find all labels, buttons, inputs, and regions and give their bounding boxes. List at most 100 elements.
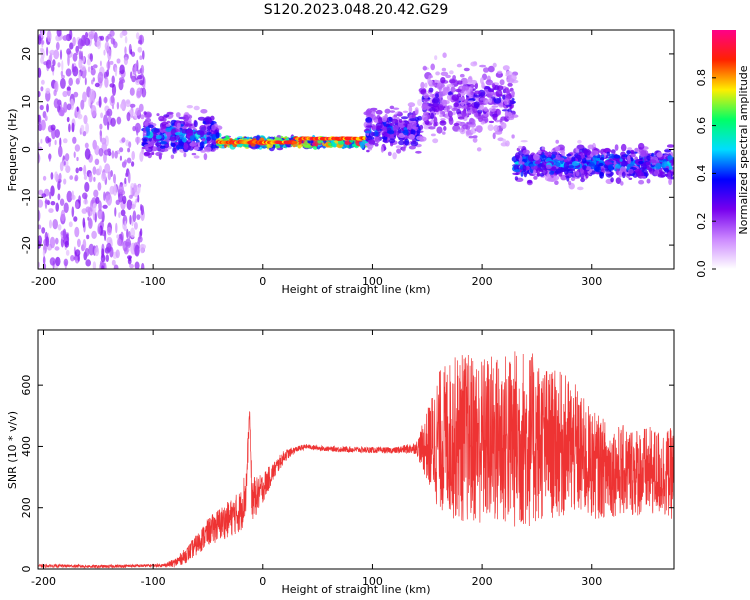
spectrogram-cell [382,139,388,143]
spectrogram-cell [59,161,64,172]
spectrogram-cell [583,148,591,156]
spectrogram-cell [116,238,122,246]
spectrogram-cell [130,227,136,238]
spectrogram-cell [468,135,474,139]
spectrogram-cell [206,136,212,142]
spectrogram-cell [115,222,118,234]
spectrogram-cell [110,94,115,104]
spectrogram-cell [518,161,525,165]
spectrogram-cell [41,79,45,85]
spectrogram-cell [667,155,673,161]
spectrogram-y-tick-label: 10 [20,95,33,109]
spectrogram-cell [139,80,145,86]
spectrogram-cell [40,56,45,64]
spectrogram-cell [463,67,470,72]
spectrogram-cell [46,46,49,57]
spectrogram-cell [533,175,538,180]
spectrogram-cell [69,175,74,180]
snr-y-axis: 0 200 400 600 [20,375,674,573]
spectrogram-cell [66,116,70,123]
spectrogram-cell [473,101,480,109]
spectrogram-cell [143,151,151,156]
spectrogram-cell [119,32,123,39]
spectrogram-cell [193,105,200,111]
spectrogram-cell [456,109,462,115]
spectrogram-cell [422,99,430,102]
spectrogram-cell [475,125,483,133]
spectrogram-cell [173,147,177,152]
spectrogram-cell [476,147,482,152]
spectrogram-cell [107,121,110,131]
spectrogram-cell [411,126,419,129]
spectrogram-region-3 [363,99,424,160]
spectrogram-cell [415,150,422,154]
spectrogram-cell [145,146,149,151]
spectrogram-cell [398,118,403,123]
spectrogram-cell [90,67,96,76]
spectrogram-cell [141,87,147,98]
spectrogram-cell [505,88,511,95]
spectrogram-cell [638,142,645,150]
spectrogram-cell [41,193,47,198]
snr-frame [37,329,675,570]
spectrogram-cell [116,101,120,110]
spectrogram-cell [568,180,572,186]
spectrogram-cell [442,52,447,58]
spectrogram-cell [38,261,41,269]
spectrogram-cell [135,32,140,40]
spectrogram-cell [628,177,633,180]
spectrogram-cell [453,122,460,126]
spectrogram-cell [610,149,616,154]
spectrogram-cell [492,108,496,112]
spectrogram-cell [136,87,143,98]
spectrogram-cell [664,173,669,177]
spectrogram-cell [507,111,512,118]
spectrogram-x-tick-label: -200 [31,275,56,288]
spectrogram-cell [62,228,67,240]
spectrogram-cell [85,259,91,267]
spectrogram-cell [68,77,73,87]
spectrogram-cell [430,133,436,137]
spectrogram-cell [384,133,390,138]
spectrogram-cell [94,211,97,223]
spectrogram-cell [555,162,561,167]
spectrogram-cell [372,125,377,131]
spectrogram-cell [523,171,528,178]
spectrogram-cell [118,184,124,195]
spectrogram-cell [459,73,465,78]
spectrogram-cell [211,144,218,149]
spectrogram-cell [78,167,83,172]
spectrogram-cell [407,123,413,130]
spectrogram-cell [50,172,54,180]
spectrogram-cell [384,108,391,114]
spectrogram-cell [466,121,473,125]
spectrogram-cell [371,114,377,120]
spectrogram-cell [454,88,462,93]
spectrogram-cell [433,116,438,124]
spectrogram-cell [480,120,486,125]
spectrogram-cell [109,83,115,88]
spectrogram-cell [119,64,125,75]
spectrogram-cell [72,136,77,144]
spectrogram-cell [140,203,143,212]
spectrogram-cell [496,94,504,97]
spectrogram-cell [435,71,440,76]
spectrogram-cell [558,157,565,161]
spectrogram-cell [520,140,528,143]
spectrogram-cell [59,137,62,148]
spectrogram-cell [360,141,365,149]
spectrogram-cell [199,125,207,132]
spectrogram-cell [494,130,503,135]
spectrogram-cell [376,125,381,132]
spectrogram-cell [62,35,69,41]
spectrogram-cell [496,109,502,116]
spectrogram-cell [128,141,132,149]
spectrogram-cell [59,198,65,206]
spectrogram-cell [45,59,52,69]
spectrogram-cell [497,137,504,142]
spectrogram-cell [491,105,499,108]
spectrogram-cell [511,98,515,101]
spectrogram-cell [52,219,58,230]
spectrogram-cell [668,164,672,171]
spectrogram-cell [185,123,193,127]
